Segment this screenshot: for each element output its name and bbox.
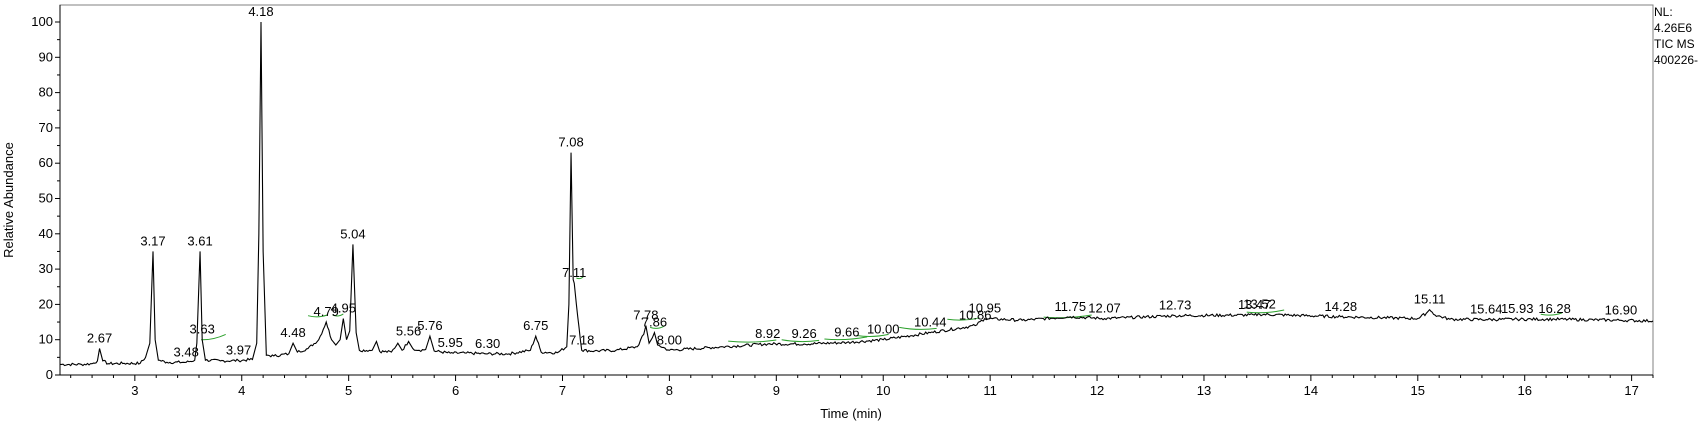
x-tick-label: 11: [983, 383, 997, 398]
peak-label: 10.86: [959, 308, 992, 323]
peak-label: 12.73: [1159, 298, 1192, 313]
peak-label: 9.26: [791, 326, 816, 341]
peak-label: 7.08: [558, 135, 583, 150]
peak-label: 13.47: [1238, 297, 1271, 312]
peak-label: 10.00: [867, 322, 900, 337]
y-tick-label: 10: [39, 332, 53, 347]
peak-label: 14.28: [1325, 299, 1358, 314]
x-axis: 3 4 5 6 7 8 9 10 11 12 13 14 15 16 17: [60, 374, 1654, 398]
x-tick-label: 10: [876, 383, 890, 398]
peak-label: 4.95: [331, 301, 356, 316]
y-axis: 0 10 20 30 40 50 60 70 80 90 100: [31, 5, 61, 382]
peak-label: 7.18: [569, 332, 594, 347]
x-tick-label: 15: [1411, 383, 1425, 398]
baseline-markers: [201, 275, 1563, 343]
baseline-marker: [728, 339, 777, 343]
y-tick-label: 70: [39, 120, 53, 135]
peak-label: 3.48: [174, 344, 199, 359]
info-line-1: NL:: [1654, 5, 1673, 19]
peak-label: 4.18: [248, 4, 273, 19]
y-tick-label: 20: [39, 296, 53, 311]
peak-label: 7.78: [633, 308, 658, 323]
peak-label: 4.79: [314, 304, 339, 319]
baseline-marker: [947, 317, 980, 321]
peak-label: 9.66: [834, 325, 859, 340]
info-line-4: 400226-: [1654, 53, 1698, 67]
peak-label: 15.93: [1501, 301, 1534, 316]
baseline-marker: [856, 333, 889, 337]
peak-label: 7.86: [642, 315, 667, 330]
peak-label: 5.76: [417, 318, 442, 333]
peak-label: 15.11: [1414, 292, 1446, 307]
peak-label: 11.75: [1055, 299, 1087, 314]
peak-label: 10.95: [969, 301, 1002, 316]
peak-label: 10.44: [914, 315, 947, 330]
baseline-marker: [649, 325, 665, 329]
baseline-marker: [576, 275, 585, 280]
peak-label: 6.75: [523, 318, 548, 333]
x-tick-label: 4: [238, 383, 245, 398]
peak-label: 5.04: [340, 226, 365, 241]
x-tick-label: 8: [666, 383, 673, 398]
peak-label: 16.28: [1538, 301, 1571, 316]
y-tick-label: 50: [39, 191, 53, 206]
baseline-marker: [824, 336, 868, 341]
peak-label: 13.52: [1243, 296, 1276, 311]
baseline-marker: [1246, 309, 1285, 314]
y-tick-label: 60: [39, 155, 53, 170]
info-line-2: 4.26E6: [1654, 21, 1692, 35]
x-tick-label: 9: [773, 383, 780, 398]
peak-label: 6.30: [475, 336, 500, 351]
baseline-marker: [781, 339, 820, 343]
peak-label: 3.63: [190, 322, 215, 337]
peak-label: 16.90: [1605, 302, 1638, 317]
x-tick-label: 12: [1090, 383, 1104, 398]
y-tick-label: 90: [39, 49, 53, 64]
y-tick-label: 80: [39, 85, 53, 100]
y-tick-label: 30: [39, 261, 53, 276]
peak-label: 3.17: [140, 233, 165, 248]
baseline-marker: [1540, 312, 1563, 316]
peak-label: 15.64: [1470, 302, 1503, 317]
peak-label: 5.56: [396, 323, 421, 338]
peak-label: 12.07: [1088, 301, 1121, 316]
x-tick-label: 17: [1624, 383, 1638, 398]
baseline-marker: [899, 326, 937, 330]
peak-label: 5.95: [438, 335, 463, 350]
baseline-marker: [332, 313, 344, 317]
x-axis-title: Time (min): [820, 406, 882, 421]
peak-label: 7.11: [562, 265, 586, 280]
info-panel: NL: 4.26E6 TIC MS 400226-: [1654, 5, 1698, 67]
peak-labels: 2.67 3.17 3.48 3.61 3.63 3.97 4.18 4.48 4.794.95…: [87, 4, 1637, 359]
peak-label: 8.92: [755, 326, 780, 341]
y-axis-title: Relative Abundance: [1, 142, 16, 258]
x-tick-label: 14: [1304, 383, 1318, 398]
x-tick-label: 7: [559, 383, 566, 398]
tic-trace-line: [59, 21, 1654, 367]
peak-label: 4.48: [280, 325, 305, 340]
peak-label: 3.97: [226, 343, 251, 358]
x-tick-label: 13: [1197, 383, 1211, 398]
x-tick-label: 5: [345, 383, 352, 398]
plot-area: [59, 4, 1654, 376]
x-tick-label: 3: [131, 383, 138, 398]
peak-label: 8.00: [657, 332, 682, 347]
y-tick-label: 0: [46, 367, 53, 382]
baseline-marker: [201, 333, 226, 341]
info-line-3: TIC MS: [1654, 37, 1695, 51]
x-tick-label: 16: [1517, 383, 1531, 398]
y-tick-label: 100: [31, 14, 53, 29]
y-tick-label: 40: [39, 226, 53, 241]
peak-label: 2.67: [87, 331, 112, 346]
x-tick-label: 6: [452, 383, 459, 398]
peak-label: 3.61: [187, 233, 212, 248]
baseline-marker: [307, 314, 328, 318]
